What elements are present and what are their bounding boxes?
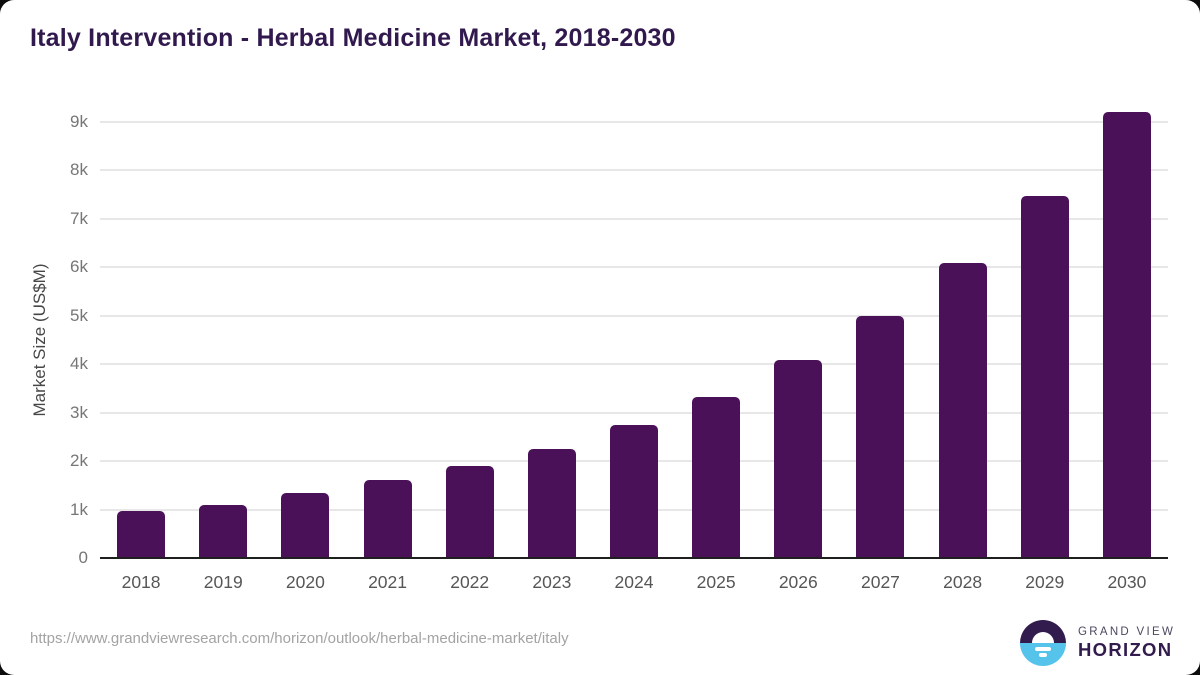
source-url: https://www.grandviewresearch.com/horizo… [30,630,569,647]
x-tick-label-2026: 2026 [778,572,818,592]
y-tick-label: 9k [70,112,88,131]
y-tick-label: 1k [70,499,88,519]
gridline-3k [100,411,1168,414]
logo-horizon-label: HORIZON [1078,638,1173,660]
brand-logo: GRAND VIEW HORIZON [1020,620,1175,666]
y-tick-label: 3k [70,402,88,422]
x-tick-label-2028: 2028 [943,572,983,592]
gridline-8k [100,169,1168,172]
gridline-4k [100,363,1168,366]
y-tick-label: 6k [70,257,88,277]
gridline-5k [100,314,1168,317]
y-tick-label: 7k [70,208,88,228]
x-tick-label-2029: 2029 [1025,572,1065,592]
bar-2027 [856,315,905,558]
bar-2022 [445,465,494,558]
y-tick-label: 2k [70,451,88,471]
x-tick-label-2022: 2022 [450,572,490,592]
y-tick-label: 4k [70,354,88,374]
y-tick-label: 0 [78,548,88,567]
x-tick-label-2019: 2019 [203,572,243,592]
water-reflection-line [1035,647,1051,651]
bar-2029 [1020,196,1069,558]
bar-2018 [117,511,166,558]
logo-grand-view-label: GRAND VIEW [1078,625,1176,638]
gridline-6k [100,266,1168,269]
x-tick-label-2027: 2027 [860,572,900,592]
bar-2023 [527,448,576,558]
bar-2021 [363,480,412,558]
gridline-7k [100,217,1168,220]
x-tick-label-2023: 2023 [532,572,572,592]
bar-2026 [774,360,823,558]
y-tick-label: 8k [70,160,88,180]
x-tick-label-2018: 2018 [121,572,161,592]
x-tick-label-2021: 2021 [368,572,407,592]
x-tick-label-2030: 2030 [1107,572,1147,592]
sunrise-dome-shape [1032,632,1054,643]
chart-title: Italy Intervention - Herbal Medicine Mar… [30,24,676,52]
gridline-9k [100,121,1168,123]
x-axis-line [100,557,1168,559]
x-tick-label-2025: 2025 [696,572,736,592]
x-tick-label-2020: 2020 [285,572,325,592]
horizon-sunrise-icon [1020,620,1066,666]
bar-2030 [1102,112,1151,558]
logo-text: GRAND VIEW HORIZON [1078,626,1175,661]
water-reflection-line [1039,653,1047,657]
bar-2020 [281,492,330,558]
bar-2025 [692,397,741,558]
bar-2024 [610,425,658,558]
y-tick-label: 5k [70,305,88,325]
bar-2028 [938,262,987,558]
bar-2019 [199,504,248,558]
x-tick-label-2024: 2024 [614,572,654,592]
